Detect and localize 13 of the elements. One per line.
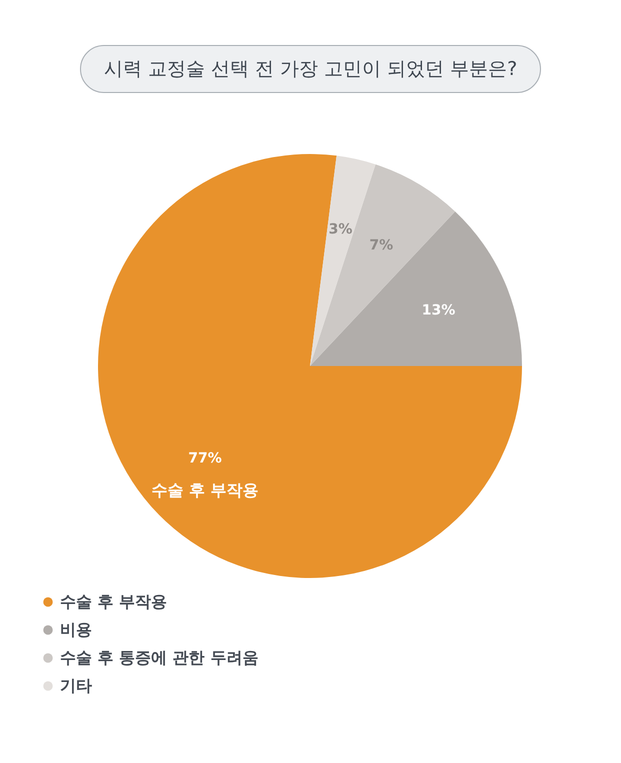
pie-slice	[98, 154, 522, 578]
data-label: 7%	[369, 237, 394, 254]
data-label: 3%	[328, 221, 352, 238]
text: 수술 후 부작용	[151, 480, 259, 500]
legend-label: 수술 후 통증에 관한 두려움	[60, 648, 258, 667]
legend-label: 비용	[60, 620, 92, 639]
chart-title: 시력 교정술 선택 전 가장 고민이 되었던 부분은?	[80, 45, 541, 93]
legend-label: 수술 후 부작용	[60, 592, 168, 611]
pie-slice	[310, 164, 456, 366]
pie-slice	[310, 211, 522, 366]
legend-label: 기타	[60, 676, 92, 695]
data-label: 77%	[188, 450, 222, 467]
data-label: 13%	[422, 302, 456, 318]
